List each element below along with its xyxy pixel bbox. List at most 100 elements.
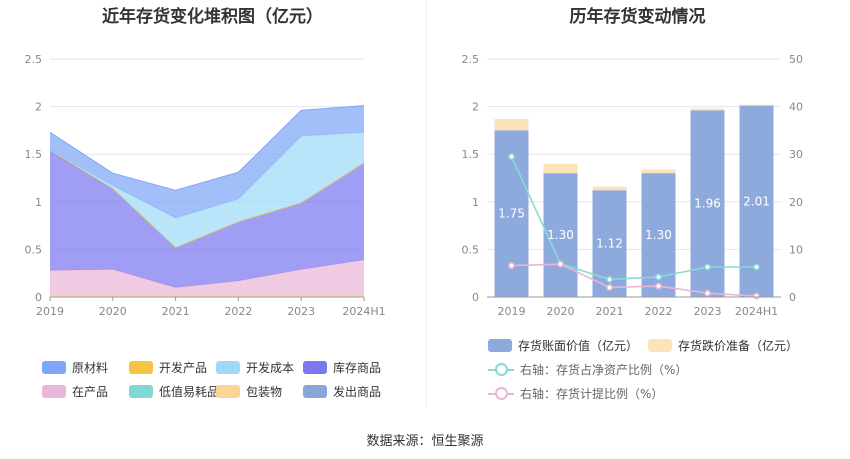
right-legend-item[interactable]: 右轴：存货计提比例（%）: [488, 385, 663, 402]
legend-label: 发出商品: [333, 385, 382, 399]
left-y-tick-label: 1: [35, 196, 42, 209]
line-point: [655, 282, 662, 290]
left-y-tick-label: 2.5: [25, 53, 43, 66]
area-库存商品: [50, 151, 364, 288]
left-legend-item[interactable]: 开发成本: [216, 359, 294, 376]
left-y-tick-label: 0.5: [25, 243, 43, 256]
legend-swatch: [488, 387, 514, 400]
left-legend-item[interactable]: 库存商品: [303, 359, 381, 376]
left-x-tick-label: 2020: [99, 305, 127, 318]
legend-swatch: [303, 361, 327, 374]
left-legend-item[interactable]: 发出商品: [303, 383, 381, 400]
bar-line-chart: 0 0.5 1 1.5 2 2.5 0 10 20 30 40 50 1.75 1.30 1.12 1.30 1…: [462, 53, 804, 318]
right-x-tick-label: 2023: [694, 305, 722, 318]
bar-impairment: [494, 118, 529, 131]
area-开发成本: [50, 132, 364, 248]
bar-value-label: 1.30: [645, 228, 672, 242]
bar-book-value: [543, 173, 578, 297]
legend-swatch: [488, 339, 512, 352]
area-edge-原材料: [49, 105, 365, 191]
legend-swatch: [303, 385, 327, 398]
area-在产品: [50, 259, 364, 296]
right-y-tick-label: 1: [472, 196, 479, 209]
left-x-tick-label: 2024H1: [342, 305, 385, 318]
right-y-tick-label: 0.5: [462, 243, 480, 256]
line-point: [606, 275, 613, 283]
right-x-tick-label: 2019: [498, 305, 526, 318]
left-legend-item[interactable]: 低值易耗品: [129, 383, 219, 400]
bar-value-label: 1.96: [694, 197, 721, 211]
legend-swatch: [216, 361, 240, 374]
bar-impairment: [641, 169, 676, 174]
legend-swatch: [42, 361, 66, 374]
legend-swatch: [648, 339, 672, 352]
legend-swatch: [216, 385, 240, 398]
legend-label: 开发产品: [159, 361, 208, 375]
panel-divider: [426, 0, 427, 408]
data-source-footer: 数据来源：恒生聚源: [366, 434, 484, 449]
line-point: [753, 292, 760, 300]
left-x-tick-label: 2022: [224, 305, 252, 318]
right-chart-title: 历年存货变动情况: [569, 7, 706, 27]
legend-label: 存货跌价准备（亿元）: [678, 339, 799, 353]
stacked-area-chart: 0 0.5 1 1.5 2 2.5 2019 2020 2021 2022 2023 2024H1: [25, 53, 386, 318]
left-x-tick-label: 2023: [287, 305, 315, 318]
left-x-tick-label: 2019: [36, 305, 64, 318]
legend-label: 包装物: [246, 385, 283, 399]
bar-value-label: 1.30: [547, 228, 574, 242]
bar-line-panel: 历年存货变动情况 0 0.5 1 1.5 2 2.5 0 10 20 30 40 50 1.75 1.30…: [425, 0, 850, 410]
line-series-0: [510, 156, 757, 281]
line-point: [557, 260, 564, 268]
line-point: [606, 284, 613, 291]
bar-impairment: [543, 163, 578, 174]
right-y2-tick-label: 0: [789, 291, 796, 304]
line-point: [508, 262, 515, 269]
left-y-tick-label: 1.5: [25, 148, 43, 161]
line-point: [655, 273, 662, 281]
line-point: [704, 289, 711, 297]
right-y-tick-label: 1.5: [462, 148, 480, 161]
bar-impairment: [592, 186, 627, 191]
legend-label: 原材料: [72, 361, 109, 375]
right-y2-tick-label: 50: [789, 53, 803, 66]
left-legend-item[interactable]: 在产品: [42, 383, 108, 400]
legend-label: 右轴：存货计提比例（%）: [520, 387, 664, 401]
stacked-area-panel: 近年存货变化堆积图（亿元） 0 0.5 1 1.5 2 2.5 2019 2020 2021 20…: [0, 0, 425, 410]
legend-label: 开发成本: [246, 361, 295, 375]
right-y2-tick-label: 10: [789, 243, 803, 256]
legend-label: 库存商品: [333, 361, 382, 375]
left-legend-item[interactable]: 原材料: [42, 359, 108, 376]
right-legend-item[interactable]: 存货跌价准备（亿元）: [648, 337, 798, 354]
left-chart-title: 近年存货变化堆积图（亿元）: [102, 7, 323, 27]
left-y-tick-label: 0: [35, 291, 42, 304]
legend-swatch: [488, 363, 514, 376]
line-series-1: [511, 263, 757, 297]
left-x-tick-label: 2021: [162, 305, 190, 318]
bar-value-label: 1.75: [498, 207, 525, 221]
bar-value-label: 2.01: [743, 194, 770, 208]
legend-swatch: [129, 385, 153, 398]
right-x-tick-label: 2021: [596, 305, 624, 318]
right-legend-item[interactable]: 右轴：存货占净资产比例（%）: [488, 361, 687, 378]
right-y-tick-label: 2: [472, 101, 479, 114]
line-point: [753, 263, 760, 271]
legend-label: 低值易耗品: [159, 385, 220, 399]
left-y-tick-label: 2: [35, 101, 42, 114]
legend-label: 存货账面价值（亿元）: [518, 339, 639, 353]
left-legend-item[interactable]: 包装物: [216, 383, 282, 400]
right-y2-tick-label: 30: [789, 148, 803, 161]
line-point: [508, 153, 515, 160]
right-legend-item[interactable]: 存货账面价值（亿元）: [488, 337, 638, 354]
right-y2-tick-label: 40: [789, 101, 803, 114]
legend-label: 右轴：存货占净资产比例（%）: [520, 363, 688, 377]
right-y-tick-label: 0: [472, 291, 479, 304]
right-y2-tick-label: 20: [789, 196, 803, 209]
area-原材料: [50, 105, 364, 218]
line-point: [704, 263, 711, 271]
left-legend-item[interactable]: 开发产品: [129, 359, 207, 376]
right-x-tick-label: 2020: [547, 305, 575, 318]
right-y-tick-label: 2.5: [462, 53, 480, 66]
legend-label: 在产品: [72, 385, 109, 399]
legend-swatch: [129, 361, 153, 374]
bar-value-label: 1.12: [596, 237, 623, 251]
